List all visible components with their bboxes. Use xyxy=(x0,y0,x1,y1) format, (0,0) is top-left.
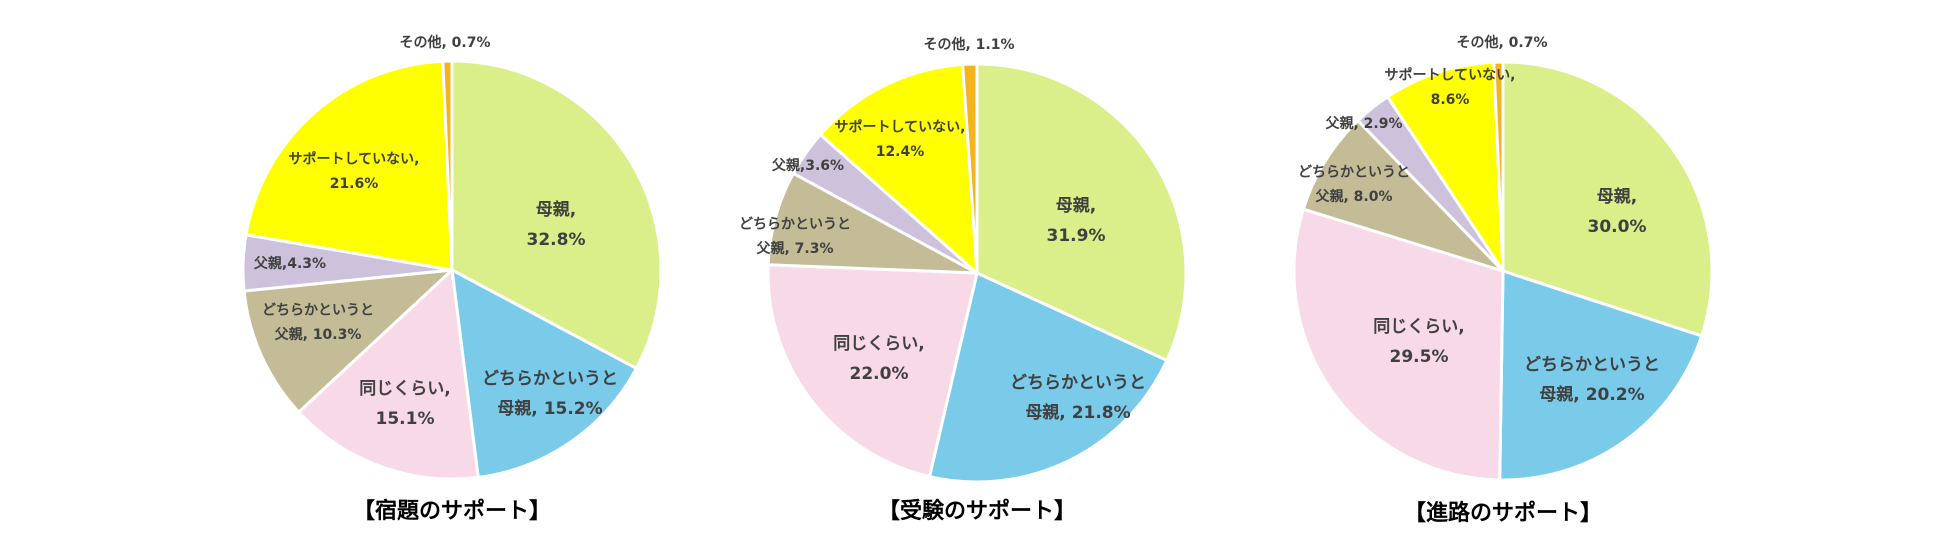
slice-label-line: 父親,4.3% xyxy=(253,255,326,272)
slice-label-line: 30.0% xyxy=(1588,217,1647,237)
pie-slice-other xyxy=(441,59,454,272)
slice-label-line: どちらかというと xyxy=(262,303,374,319)
slice-label-leaning-mother: どちらかというと母親, 20.2% xyxy=(1524,355,1660,405)
slice-label-same: 同じくらい, 22.0% xyxy=(833,334,924,384)
pie-slice-no-support xyxy=(244,59,454,272)
slice-label-no-support: サポートしていない, 21.6% xyxy=(289,151,420,193)
chart-title-homework: 【宿題のサポート】 xyxy=(353,498,551,524)
slice-label-line: どちらかというと xyxy=(739,217,851,233)
slice-label-father: 父親,3.6% xyxy=(771,157,844,174)
slice-label-line: 母親, 15.2% xyxy=(497,398,602,419)
slice-label-line: 29.5% xyxy=(1390,347,1449,367)
slice-label-line: 母親, 20.2% xyxy=(1539,384,1644,405)
slice-label-line: 母親, xyxy=(1597,186,1637,207)
slice-label-other: その他, 0.7% xyxy=(1456,34,1547,51)
slice-label-same: 同じくらい, 15.1% xyxy=(359,379,450,429)
pie-slice-leaning-father xyxy=(1301,119,1505,273)
chart-title-career: 【進路のサポート】 xyxy=(1404,500,1602,526)
slice-label-line: 同じくらい, xyxy=(833,334,924,354)
slice-label-leaning-father: どちらかというと父親, 7.3% xyxy=(739,217,851,258)
pie-slice-leaning-mother xyxy=(928,271,1169,484)
slice-label-line: 同じくらい, xyxy=(1373,317,1464,337)
slice-label-line: サポートしていない, xyxy=(835,119,966,136)
pie-chart-career: 母親, 30.0%どちらかというと母親, 20.2%同じくらい, 29.5%どちらか… xyxy=(1292,34,1714,526)
slice-label-line: 母親, 21.8% xyxy=(1025,402,1130,423)
slice-label-line: 父親, 2.9% xyxy=(1324,115,1402,132)
slice-label-other: その他, 0.7% xyxy=(399,34,490,51)
slice-label-line: 父親, 8.0% xyxy=(1314,188,1392,205)
pie-slice-other xyxy=(961,62,979,275)
chart-title-exam: 【受験のサポート】 xyxy=(878,498,1076,524)
slice-label-mother: 母親, 30.0% xyxy=(1588,186,1647,237)
slice-label-line: 12.4% xyxy=(876,144,925,160)
slice-label-line: 同じくらい, xyxy=(359,379,450,399)
pie-slice-same xyxy=(766,263,979,479)
slice-label-father: 父親,4.3% xyxy=(253,255,326,272)
slice-label-same: 同じくらい, 29.5% xyxy=(1373,317,1464,367)
slice-label-leaning-father: どちらかというと父親, 8.0% xyxy=(1298,165,1410,206)
pie-slice-no-support xyxy=(818,63,979,275)
slice-label-line: どちらかというと xyxy=(1524,355,1660,375)
pie-slice-mother xyxy=(1501,60,1714,338)
slice-label-other: その他, 1.1% xyxy=(923,36,1014,53)
pie-slice-leaning-mother xyxy=(1498,269,1704,482)
slice-label-line: 8.6% xyxy=(1431,92,1470,108)
slice-label-line: どちらかというと xyxy=(1298,165,1410,181)
slice-label-leaning-mother: どちらかというと母親, 21.8% xyxy=(1010,373,1146,423)
slice-label-line: 21.6% xyxy=(330,176,379,192)
slice-label-no-support: サポートしていない, 8.6% xyxy=(1385,67,1516,109)
pie-slice-other xyxy=(1492,60,1505,273)
slice-label-no-support: サポートしていない, 12.4% xyxy=(835,119,966,161)
slice-label-line: 32.8% xyxy=(527,230,586,250)
slice-label-line: 父親,3.6% xyxy=(771,157,844,174)
slice-label-line: 22.0% xyxy=(850,364,909,384)
slice-label-leaning-father: どちらかというと父親, 10.3% xyxy=(262,303,374,344)
pie-slice-same xyxy=(1292,207,1505,482)
pie-chart-exam: 母親, 31.9%どちらかというと母親, 21.8%同じくらい, 22.0%どちらか… xyxy=(739,36,1188,524)
slice-label-line: 31.9% xyxy=(1047,226,1106,246)
slice-label-line: サポートしていない, xyxy=(1385,67,1516,84)
slice-label-line: サポートしていない, xyxy=(289,151,420,168)
slice-label-line: 母親, xyxy=(1056,195,1096,216)
pie-slice-leaning-father xyxy=(242,268,454,414)
slice-label-line: 母親, xyxy=(536,199,576,220)
slice-label-line: その他, 1.1% xyxy=(923,36,1014,53)
pie-slice-same xyxy=(297,268,480,481)
slice-label-father: 父親, 2.9% xyxy=(1324,115,1402,132)
pie-slice-no-support xyxy=(1386,60,1505,273)
pie-chart-homework: 母親, 32.8%どちらかというと母親, 15.2%同じくらい, 15.1%どちらか… xyxy=(241,34,663,524)
pie-slice-leaning-mother xyxy=(450,268,638,479)
slice-label-leaning-mother: どちらかというと母親, 15.2% xyxy=(482,369,618,419)
slice-label-line: 父親, 10.3% xyxy=(274,326,362,343)
slice-label-line: 父親, 7.3% xyxy=(755,240,833,257)
pie-slice-mother xyxy=(450,59,663,370)
slice-label-mother: 母親, 31.9% xyxy=(1047,195,1106,246)
slice-label-line: どちらかというと xyxy=(1010,373,1146,393)
pie-slice-mother xyxy=(975,62,1188,362)
slice-label-line: その他, 0.7% xyxy=(399,34,490,51)
slice-label-line: どちらかというと xyxy=(482,369,618,389)
slice-label-mother: 母親, 32.8% xyxy=(527,199,586,250)
slice-label-line: 15.1% xyxy=(376,409,435,429)
slice-label-line: その他, 0.7% xyxy=(1456,34,1547,51)
